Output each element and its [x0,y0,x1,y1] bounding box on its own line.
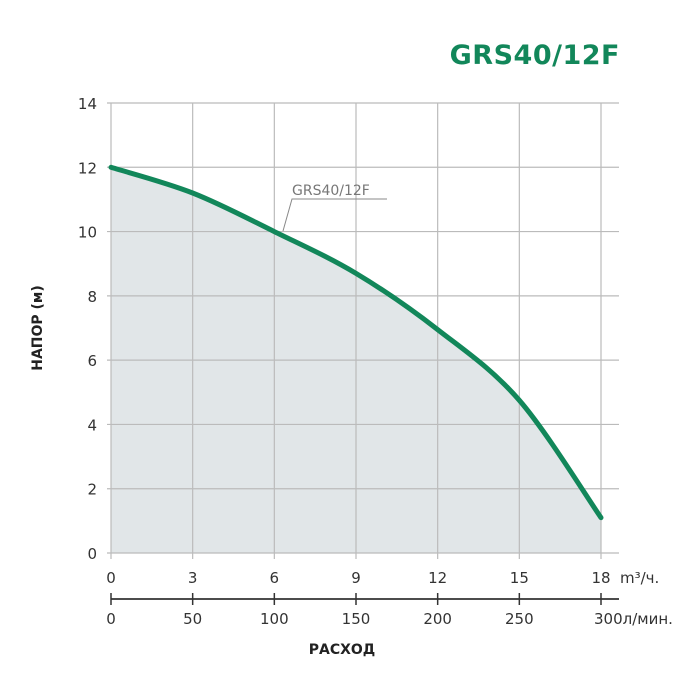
y-tick-label: 12 [78,159,97,177]
x2-tick-label: 250 [505,610,534,628]
x2-tick-label: 100 [260,610,289,628]
y-tick-label: 2 [87,481,97,499]
y-tick-label: 10 [78,224,97,242]
x-tick-label: 6 [270,569,280,587]
x-unit-label: m³/ч. [620,569,659,587]
x-tick-label: 15 [510,569,529,587]
series-label: GRS40/12F [292,183,370,199]
x2-tick-label: 150 [342,610,371,628]
x2-tick-label: 0 [106,610,116,628]
chart-title: GRS40/12F [449,40,620,71]
y-tick-label: 0 [87,545,97,563]
y-tick-label: 6 [87,352,97,370]
x2-tick-label: 300л/мин. [594,610,673,628]
x-axis-label: РАСХОД [309,642,376,658]
y-tick-label: 14 [78,95,97,113]
y-tick-label: 8 [87,288,97,306]
x-tick-label: 0 [106,569,116,587]
x-tick-label: 12 [428,569,447,587]
y-tick-label: 4 [87,416,97,434]
series-label-leader [282,198,387,232]
x-tick-label: 18 [591,569,610,587]
x-tick-label: 3 [188,569,198,587]
x2-tick-label: 50 [183,610,202,628]
x-tick-label: 9 [351,569,361,587]
curve-line [108,164,604,521]
y-axis-label: НАПОР (м) [30,285,46,371]
x2-tick-label: 200 [423,610,452,628]
